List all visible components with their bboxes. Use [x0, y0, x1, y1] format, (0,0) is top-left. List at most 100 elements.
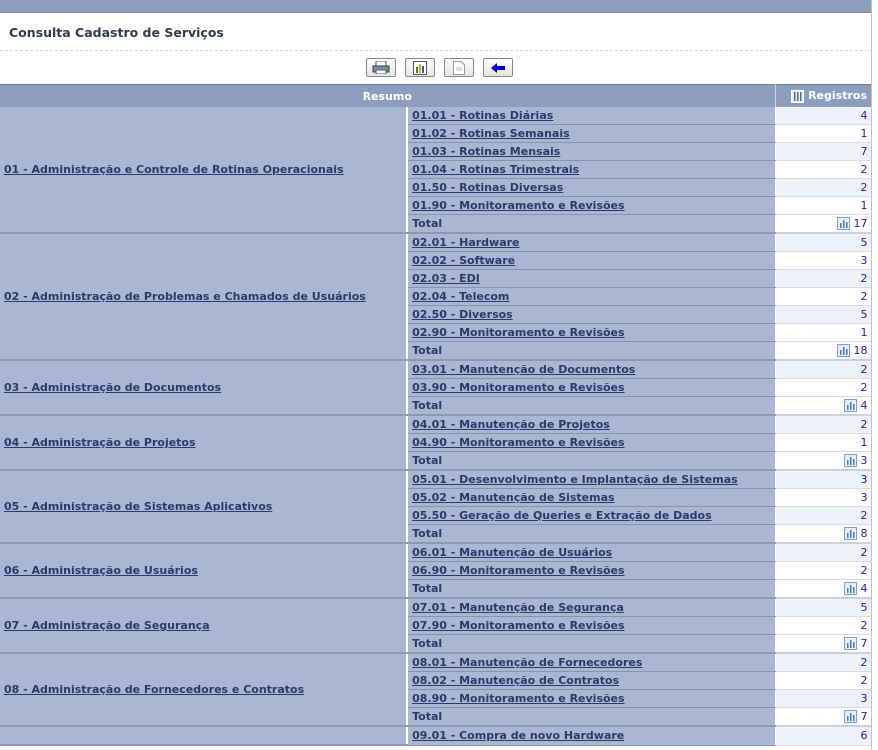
- subgroup-link[interactable]: 01.04 - Rotinas Trimestrais: [412, 163, 580, 176]
- subgroup-cell: 02.02 - Software: [407, 251, 776, 270]
- total-label-cell: Total: [407, 451, 776, 471]
- subgroup-link[interactable]: 03.90 - Monitoramento e Revisões: [412, 381, 625, 394]
- subgroup-link[interactable]: 08.01 - Manutenção de Fornecedores: [412, 656, 643, 669]
- subgroup-link[interactable]: 02.02 - Software: [412, 254, 516, 267]
- subgroup-link[interactable]: 02.90 - Monitoramento e Revisões: [412, 326, 625, 339]
- table-row: 08.02 - Manutenção de Contratos 2: [0, 671, 872, 690]
- total-value: 4: [860, 398, 868, 412]
- subgroup-link[interactable]: 04.90 - Monitoramento e Revisões: [412, 436, 625, 449]
- subgroup-cell: 05.01 - Desenvolvimento e Implantação de…: [407, 470, 776, 489]
- subgroup-link[interactable]: 01.02 - Rotinas Semanais: [412, 127, 570, 140]
- group-link[interactable]: 02 - Administração de Problemas e Chamad…: [4, 290, 366, 303]
- group-cell: 07 - Administração de Segurança: [0, 598, 409, 654]
- chart-icon[interactable]: [843, 399, 857, 413]
- subgroup-link[interactable]: 06.90 - Monitoramento e Revisões: [412, 564, 625, 577]
- subgroup-link[interactable]: 02.03 - EDI: [412, 272, 480, 285]
- subgroup-cell: 09.01 - Compra de novo Hardware: [407, 726, 776, 746]
- chart-icon[interactable]: [843, 527, 857, 541]
- subgroup-cell: 06.90 - Monitoramento e Revisões: [407, 561, 776, 580]
- table-row: 04.90 - Monitoramento e Revisões 1: [0, 433, 872, 452]
- subgroup-link[interactable]: 01.03 - Rotinas Mensais: [412, 145, 561, 158]
- subgroup-link[interactable]: 05.01 - Desenvolvimento e Implantação de…: [412, 473, 738, 486]
- table-row: 09.01 - Compra de novo Hardware 6: [0, 726, 872, 746]
- subgroup-cell: 08.01 - Manutenção de Fornecedores: [407, 653, 776, 672]
- total-value: 7: [860, 636, 868, 650]
- group-cell: 05 - Administração de Sistemas Aplicativ…: [0, 470, 409, 544]
- total-label-cell: Total: [407, 396, 776, 416]
- group-link[interactable]: 06 - Administração de Usuários: [4, 564, 198, 577]
- subgroup-cell: 01.04 - Rotinas Trimestrais: [407, 160, 776, 179]
- total-cell: 7: [775, 707, 872, 727]
- group-cell: 02 - Administração de Problemas e Chamad…: [0, 233, 409, 361]
- subgroup-link[interactable]: 07.90 - Monitoramento e Revisões: [412, 619, 625, 632]
- subgroup-link[interactable]: 02.50 - Diversos: [412, 308, 513, 321]
- subgroup-link[interactable]: 06.01 - Manutenção de Usuários: [412, 546, 613, 559]
- table-row: 02.03 - EDI 2: [0, 269, 872, 288]
- chart-button[interactable]: [404, 58, 435, 77]
- chart-icon[interactable]: [836, 344, 850, 358]
- print-button[interactable]: [365, 58, 396, 77]
- subgroup-link[interactable]: 07.01 - Manutenção de Segurança: [412, 601, 624, 614]
- group-link[interactable]: 04 - Administração de Projetos: [4, 436, 196, 449]
- subgroup-link[interactable]: 01.01 - Rotinas Diárias: [412, 109, 554, 122]
- group-link[interactable]: 01 - Administração e Controle de Rotinas…: [4, 163, 344, 176]
- subgroup-link[interactable]: 01.90 - Monitoramento e Revisões: [412, 199, 625, 212]
- subgroup-link[interactable]: 02.01 - Hardware: [412, 236, 520, 249]
- chart-icon[interactable]: [843, 710, 857, 724]
- registros-count: 1: [775, 323, 872, 342]
- subgroup-link[interactable]: 03.01 - Manutenção de Documentos: [412, 363, 636, 376]
- total-value: 3: [860, 453, 868, 467]
- group-link[interactable]: 07 - Administração de Segurança: [4, 619, 210, 632]
- total-value: 8: [860, 526, 868, 540]
- registros-count: 1: [775, 433, 872, 452]
- back-button[interactable]: [482, 58, 513, 77]
- total-cell: 4: [775, 579, 872, 599]
- subgroup-cell: 01.01 - Rotinas Diárias: [407, 107, 776, 125]
- table-row: 03.90 - Monitoramento e Revisões 2: [0, 378, 872, 397]
- total-label: Total: [412, 637, 443, 650]
- group-link[interactable]: 05 - Administração de Sistemas Aplicativ…: [4, 500, 273, 513]
- subgroup-link[interactable]: 05.02 - Manutenção de Sistemas: [412, 491, 615, 504]
- total-label: Total: [412, 582, 443, 595]
- total-row: Total 4: [0, 579, 872, 599]
- subgroup-link[interactable]: 08.90 - Monitoramento e Revisões: [412, 692, 625, 705]
- subgroup-cell: 08.90 - Monitoramento e Revisões: [407, 689, 776, 708]
- header-registros-label: Registros: [808, 89, 867, 103]
- registros-count: 3: [775, 470, 872, 489]
- group-link[interactable]: 08 - Administração de Fornecedores e Con…: [4, 683, 305, 696]
- document-button[interactable]: [443, 58, 474, 77]
- header-registros[interactable]: Registros: [775, 84, 872, 107]
- chart-icon[interactable]: [836, 217, 850, 231]
- registros-count: 2: [775, 287, 872, 306]
- table-row: 01.90 - Monitoramento e Revisões 1: [0, 196, 872, 215]
- total-cell: 8: [775, 524, 872, 544]
- table-row: 08.90 - Monitoramento e Revisões 3: [0, 689, 872, 708]
- chart-icon[interactable]: [843, 582, 857, 596]
- group-link[interactable]: 03 - Administração de Documentos: [4, 381, 222, 394]
- subgroup-link[interactable]: 02.04 - Telecom: [412, 290, 510, 303]
- chart-icon[interactable]: [843, 637, 857, 651]
- subgroup-link[interactable]: 04.01 - Manutenção de Projetos: [412, 418, 610, 431]
- back-arrow-icon: [490, 62, 505, 73]
- total-row: Total 17: [0, 214, 872, 234]
- chart-icon[interactable]: [843, 454, 857, 468]
- group-cell: 06 - Administração de Usuários: [0, 543, 409, 599]
- total-label-cell: Total: [407, 634, 776, 654]
- total-cell: 7: [775, 634, 872, 654]
- total-value: 17: [853, 216, 868, 230]
- subgroup-cell: 02.50 - Diversos: [407, 305, 776, 324]
- subgroup-link[interactable]: 08.02 - Manutenção de Contratos: [412, 674, 620, 687]
- table-row: 05.02 - Manutenção de Sistemas 3: [0, 488, 872, 507]
- subgroup-link[interactable]: 01.50 - Rotinas Diversas: [412, 181, 564, 194]
- total-label-cell: Total: [407, 579, 776, 599]
- total-value: 18: [853, 343, 868, 357]
- subgroup-cell: 06.01 - Manutenção de Usuários: [407, 543, 776, 562]
- total-cell: 4: [775, 396, 872, 416]
- table-row: 02.90 - Monitoramento e Revisões 1: [0, 323, 872, 342]
- subgroup-cell: 05.50 - Geração de Queries e Extração de…: [407, 506, 776, 525]
- registros-count: 2: [775, 360, 872, 379]
- subgroup-link[interactable]: 09.01 - Compra de novo Hardware: [412, 729, 625, 743]
- subgroup-link[interactable]: 05.50 - Geração de Queries e Extração de…: [412, 509, 712, 522]
- table-row: 07 - Administração de Segurança 07.01 - M…: [0, 598, 872, 654]
- registros-count: 2: [775, 653, 872, 672]
